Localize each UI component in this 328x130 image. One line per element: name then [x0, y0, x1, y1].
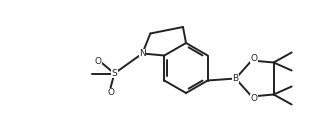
Text: N: N: [139, 49, 146, 58]
Text: O: O: [95, 57, 102, 66]
Text: O: O: [108, 88, 115, 97]
Text: S: S: [112, 69, 117, 78]
Text: B: B: [233, 74, 239, 83]
Text: O: O: [250, 54, 257, 63]
Text: O: O: [250, 94, 257, 103]
